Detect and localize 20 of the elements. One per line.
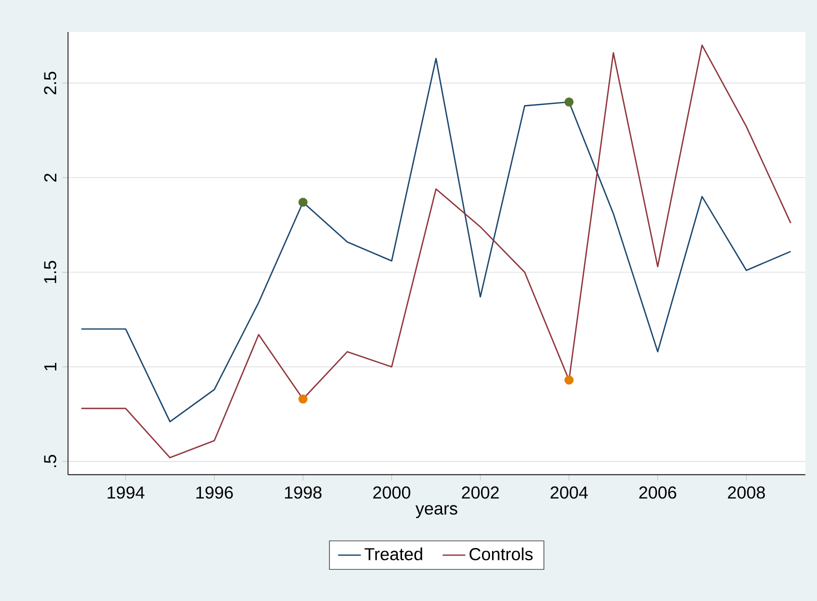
y-tick-label: 2 — [44, 174, 56, 182]
x-tick-label: 1996 — [196, 486, 233, 499]
y-tick-label: 1.5 — [44, 260, 56, 283]
legend-label: Treated — [364, 548, 422, 560]
y-tick-label: .5 — [44, 454, 56, 468]
y-tick-label: 1 — [44, 362, 56, 370]
point — [564, 376, 574, 385]
point — [298, 394, 308, 404]
point — [564, 97, 574, 107]
y-tick-label: 2.5 — [44, 72, 56, 94]
x-tick-label: 2008 — [728, 486, 765, 499]
x-tick-label: 2004 — [550, 486, 588, 499]
x-tick-label: 2000 — [373, 486, 410, 499]
x-tick-label: 1994 — [108, 486, 144, 499]
point — [298, 198, 308, 207]
x-tick-label: 2002 — [462, 486, 499, 499]
legend-label: Controls — [470, 548, 533, 560]
x-tick-label: 1998 — [285, 486, 322, 499]
x-axis-title: years — [416, 505, 458, 518]
x-tick-label: 2006 — [639, 486, 676, 499]
